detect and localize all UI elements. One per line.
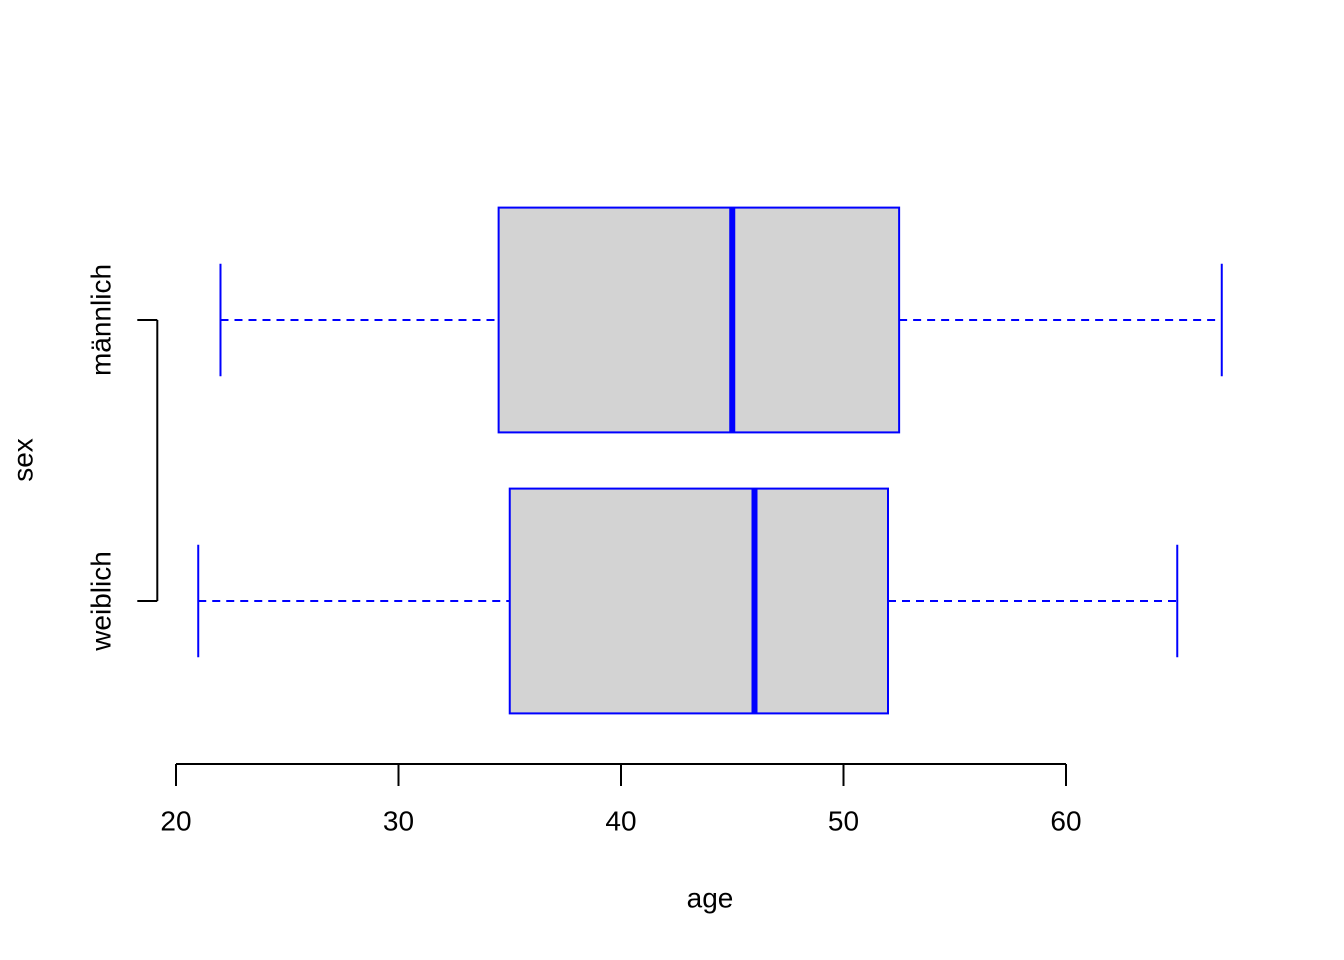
x-tick-label: 40	[605, 805, 636, 836]
x-tick-label: 30	[383, 805, 414, 836]
x-tick-label: 20	[160, 805, 191, 836]
x-tick-label: 60	[1050, 805, 1081, 836]
y-axis-label: sex	[7, 438, 38, 482]
box	[497, 206, 901, 434]
box	[508, 487, 890, 715]
y-tick-label: weiblich	[85, 551, 116, 652]
x-axis-label: age	[687, 882, 734, 913]
y-tick-label: männlich	[85, 264, 116, 376]
x-tick-label: 50	[828, 805, 859, 836]
